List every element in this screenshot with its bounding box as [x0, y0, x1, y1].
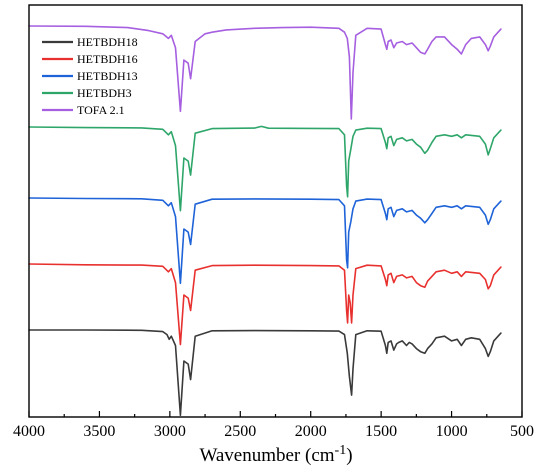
legend-label-hetbdh16: HETBDH16	[77, 52, 138, 66]
x-tick-label-3000: 3000	[154, 423, 186, 440]
x-tick-label-3500: 3500	[83, 423, 115, 440]
legend-label-hetbdh13: HETBDH13	[77, 69, 138, 83]
series-line-hetbdh18	[28, 329, 502, 417]
legend-label-hetbdh18: HETBDH18	[77, 35, 138, 49]
series-line-tofa-2-1	[28, 25, 502, 120]
plot-frame	[28, 4, 523, 418]
x-tick-label-2500: 2500	[224, 423, 256, 440]
x-tick-label-500: 500	[510, 423, 534, 440]
legend: HETBDH18 HETBDH16 HETBDH13 HETBDH3 TOFA 2.1	[42, 35, 138, 117]
x-tick-label-1000: 1000	[436, 423, 468, 440]
series-line-hetbdh13	[28, 197, 502, 285]
x-axis-label-suffix: )	[346, 445, 352, 466]
x-axis-label-superscript: -1	[335, 443, 347, 458]
series-line-hetbdh16	[28, 263, 502, 346]
x-tick-label-1500: 1500	[365, 423, 397, 440]
series-layer	[28, 25, 502, 417]
legend-label-tofa-2-1: TOFA 2.1	[77, 103, 125, 117]
x-tick-label-4000: 4000	[13, 423, 45, 440]
legend-label-hetbdh3: HETBDH3	[77, 86, 132, 100]
x-tick-label-2000: 2000	[295, 423, 327, 440]
series-line-hetbdh3	[28, 125, 502, 212]
x-axis-label: Wavenumber (cm-1)	[199, 443, 352, 466]
x-axis-ticks: 4000 3500 3000 2500 2000 1500 1000 500	[13, 411, 534, 440]
